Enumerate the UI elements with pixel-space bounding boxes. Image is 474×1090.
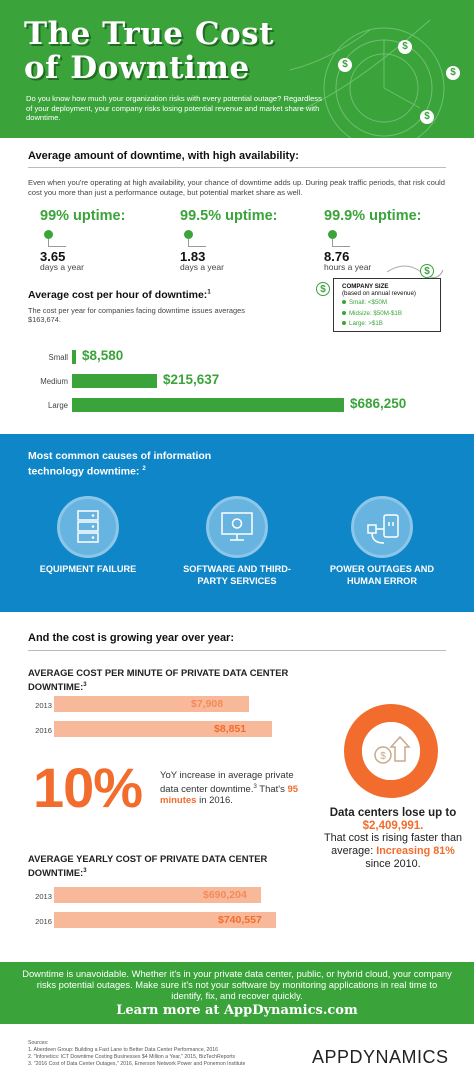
intro-text: Do you know how much your organization r… bbox=[26, 94, 322, 123]
dollar-coin-icon: $ bbox=[338, 58, 352, 72]
timeline-line bbox=[188, 239, 206, 247]
source-item: 3. "2016 Cost of Data Center Outages," 2… bbox=[28, 1061, 246, 1067]
downtime-unit: days a year bbox=[180, 262, 224, 272]
availability-heading: Average amount of downtime, with high av… bbox=[28, 150, 299, 162]
timeline-dot bbox=[44, 230, 53, 239]
cause-label: POWER OUTAGES AND HUMAN ERROR bbox=[329, 564, 435, 586]
legend-item: Midsize: $50M-$1B bbox=[342, 309, 440, 320]
divider bbox=[28, 650, 446, 651]
sources: Sources: 1. Aberdeen Group: Building a F… bbox=[28, 1040, 348, 1068]
growth-heading: And the cost is growing year over year: bbox=[28, 632, 235, 644]
timeline-dot bbox=[328, 230, 337, 239]
bar-value: $740,557 bbox=[218, 914, 262, 926]
sources-title: Sources: bbox=[28, 1040, 49, 1046]
bar-label: Medium bbox=[40, 377, 68, 386]
downtime-value: 1.83 bbox=[180, 249, 206, 264]
clock-decoration bbox=[290, 19, 445, 138]
bar-value: $8,851 bbox=[214, 723, 247, 735]
cost-bar-2013 bbox=[54, 887, 261, 903]
bar-value: $690,204 bbox=[203, 889, 247, 901]
bar-label: Large bbox=[48, 401, 68, 410]
cost-bar-2016 bbox=[54, 912, 276, 928]
bar-value: $215,637 bbox=[163, 372, 220, 387]
learn-more-link[interactable]: Learn more at AppDynamics.com bbox=[116, 1003, 358, 1018]
year-label: 2016 bbox=[35, 917, 52, 926]
timeline-line bbox=[48, 239, 66, 247]
cause-label: SOFTWARE AND THIRD-PARTY SERVICES bbox=[183, 564, 291, 586]
page-title-line1: The True Cost bbox=[24, 16, 274, 52]
availability-body: Even when you're operating at high avail… bbox=[28, 178, 445, 197]
cost-bar-large bbox=[72, 398, 344, 412]
uptime-label: 99.9% uptime: bbox=[324, 208, 422, 224]
dollar-coin-icon: $ bbox=[398, 40, 412, 54]
cost-per-hour-body: The cost per year for companies facing d… bbox=[28, 306, 245, 324]
legend-title: COMPANY SIZE bbox=[342, 283, 389, 290]
year-label: 2013 bbox=[35, 892, 52, 901]
timeline-dot bbox=[184, 230, 193, 239]
cause-label: EQUIPMENT FAILURE bbox=[39, 564, 137, 574]
timeline-line bbox=[332, 239, 350, 247]
per-minute-heading: AVERAGE COST PER MINUTE OF PRIVATE DATA … bbox=[28, 667, 289, 693]
cost-bar-2013 bbox=[54, 696, 249, 712]
legend-subtitle: (based on annual revenue) bbox=[342, 290, 416, 297]
percent-increase: 10% bbox=[33, 756, 143, 819]
downtime-value: 8.76 bbox=[324, 249, 350, 264]
server-rack-icon bbox=[57, 496, 119, 558]
loss-callout: Data centers lose up to $2,409,991. bbox=[329, 807, 457, 832]
footer-text: Downtime is unavoidable. Whether it's in… bbox=[22, 968, 452, 1001]
legend-item: Small: <$50M bbox=[342, 298, 440, 309]
downtime-unit: hours a year bbox=[324, 262, 372, 272]
source-item: 2. "Infonetics: ICT Downtime Costing Bus… bbox=[28, 1054, 236, 1060]
cost-donut-icon: $ bbox=[344, 704, 438, 798]
company-size-legend: COMPANY SIZE (based on annual revenue) S… bbox=[333, 278, 441, 332]
downtime-unit: days a year bbox=[40, 262, 84, 272]
divider bbox=[28, 167, 446, 168]
cost-per-hour-heading: Average cost per hour of downtime:1 bbox=[28, 289, 211, 301]
dollar-coin-icon: $ bbox=[420, 264, 434, 278]
cost-bar-2016 bbox=[54, 721, 272, 737]
legend-item: Large: >$1B bbox=[342, 319, 440, 330]
bar-value: $686,250 bbox=[350, 396, 407, 411]
loss-detail: That cost is rising faster than average:… bbox=[323, 832, 463, 870]
cost-bar-small bbox=[72, 350, 76, 364]
uptime-label: 99.5% uptime: bbox=[180, 208, 278, 224]
footer-banner bbox=[0, 962, 474, 1024]
source-item: 1. Aberdeen Group: Building a Fast Lane … bbox=[28, 1047, 219, 1053]
yoy-text: YoY increase in average private data cen… bbox=[160, 770, 299, 807]
year-label: 2013 bbox=[35, 701, 52, 710]
appdynamics-logo: APPDYNAMICS bbox=[312, 1047, 449, 1067]
page-title-line2: of Downtime bbox=[24, 50, 250, 86]
year-label: 2016 bbox=[35, 726, 52, 735]
downtime-value: 3.65 bbox=[40, 249, 66, 264]
bar-label: Small bbox=[48, 353, 69, 362]
dollar-coin-icon: $ bbox=[420, 110, 434, 124]
cost-bar-medium bbox=[72, 374, 157, 388]
per-year-heading: AVERAGE YEARLY COST OF PRIVATE DATA CENT… bbox=[28, 853, 268, 879]
bar-value: $8,580 bbox=[82, 348, 124, 363]
monitor-gear-icon bbox=[206, 496, 268, 558]
causes-heading: Most common causes of information techno… bbox=[28, 450, 212, 478]
header-banner: $ $ $ $ bbox=[0, 0, 474, 138]
uptime-label: 99% uptime: bbox=[40, 208, 126, 224]
dollar-coin-icon: $ bbox=[316, 282, 330, 296]
dollar-coin-icon: $ bbox=[446, 66, 460, 80]
power-plug-icon bbox=[351, 496, 413, 558]
bar-value: $7,908 bbox=[191, 698, 224, 710]
svg-text:$: $ bbox=[380, 751, 386, 762]
